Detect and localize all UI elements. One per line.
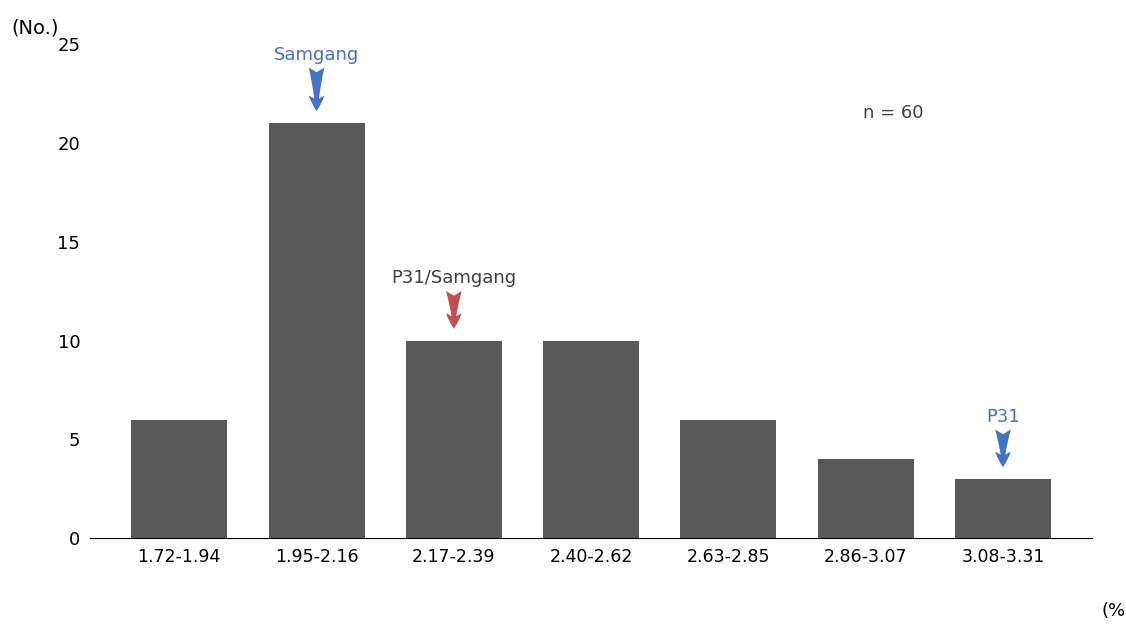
Bar (543, 341, 640, 538)
Bar (405, 341, 502, 538)
Bar (817, 459, 914, 538)
Text: P31: P31 (986, 408, 1020, 426)
Bar (955, 479, 1051, 538)
Bar (680, 419, 777, 538)
Text: (%): (%) (1102, 602, 1126, 620)
Text: (No.): (No.) (11, 19, 59, 38)
Text: P31/Samgang: P31/Samgang (392, 269, 517, 287)
Text: Samgang: Samgang (274, 46, 359, 64)
Bar (132, 419, 227, 538)
Text: n = 60: n = 60 (863, 104, 923, 122)
Bar (268, 123, 365, 538)
